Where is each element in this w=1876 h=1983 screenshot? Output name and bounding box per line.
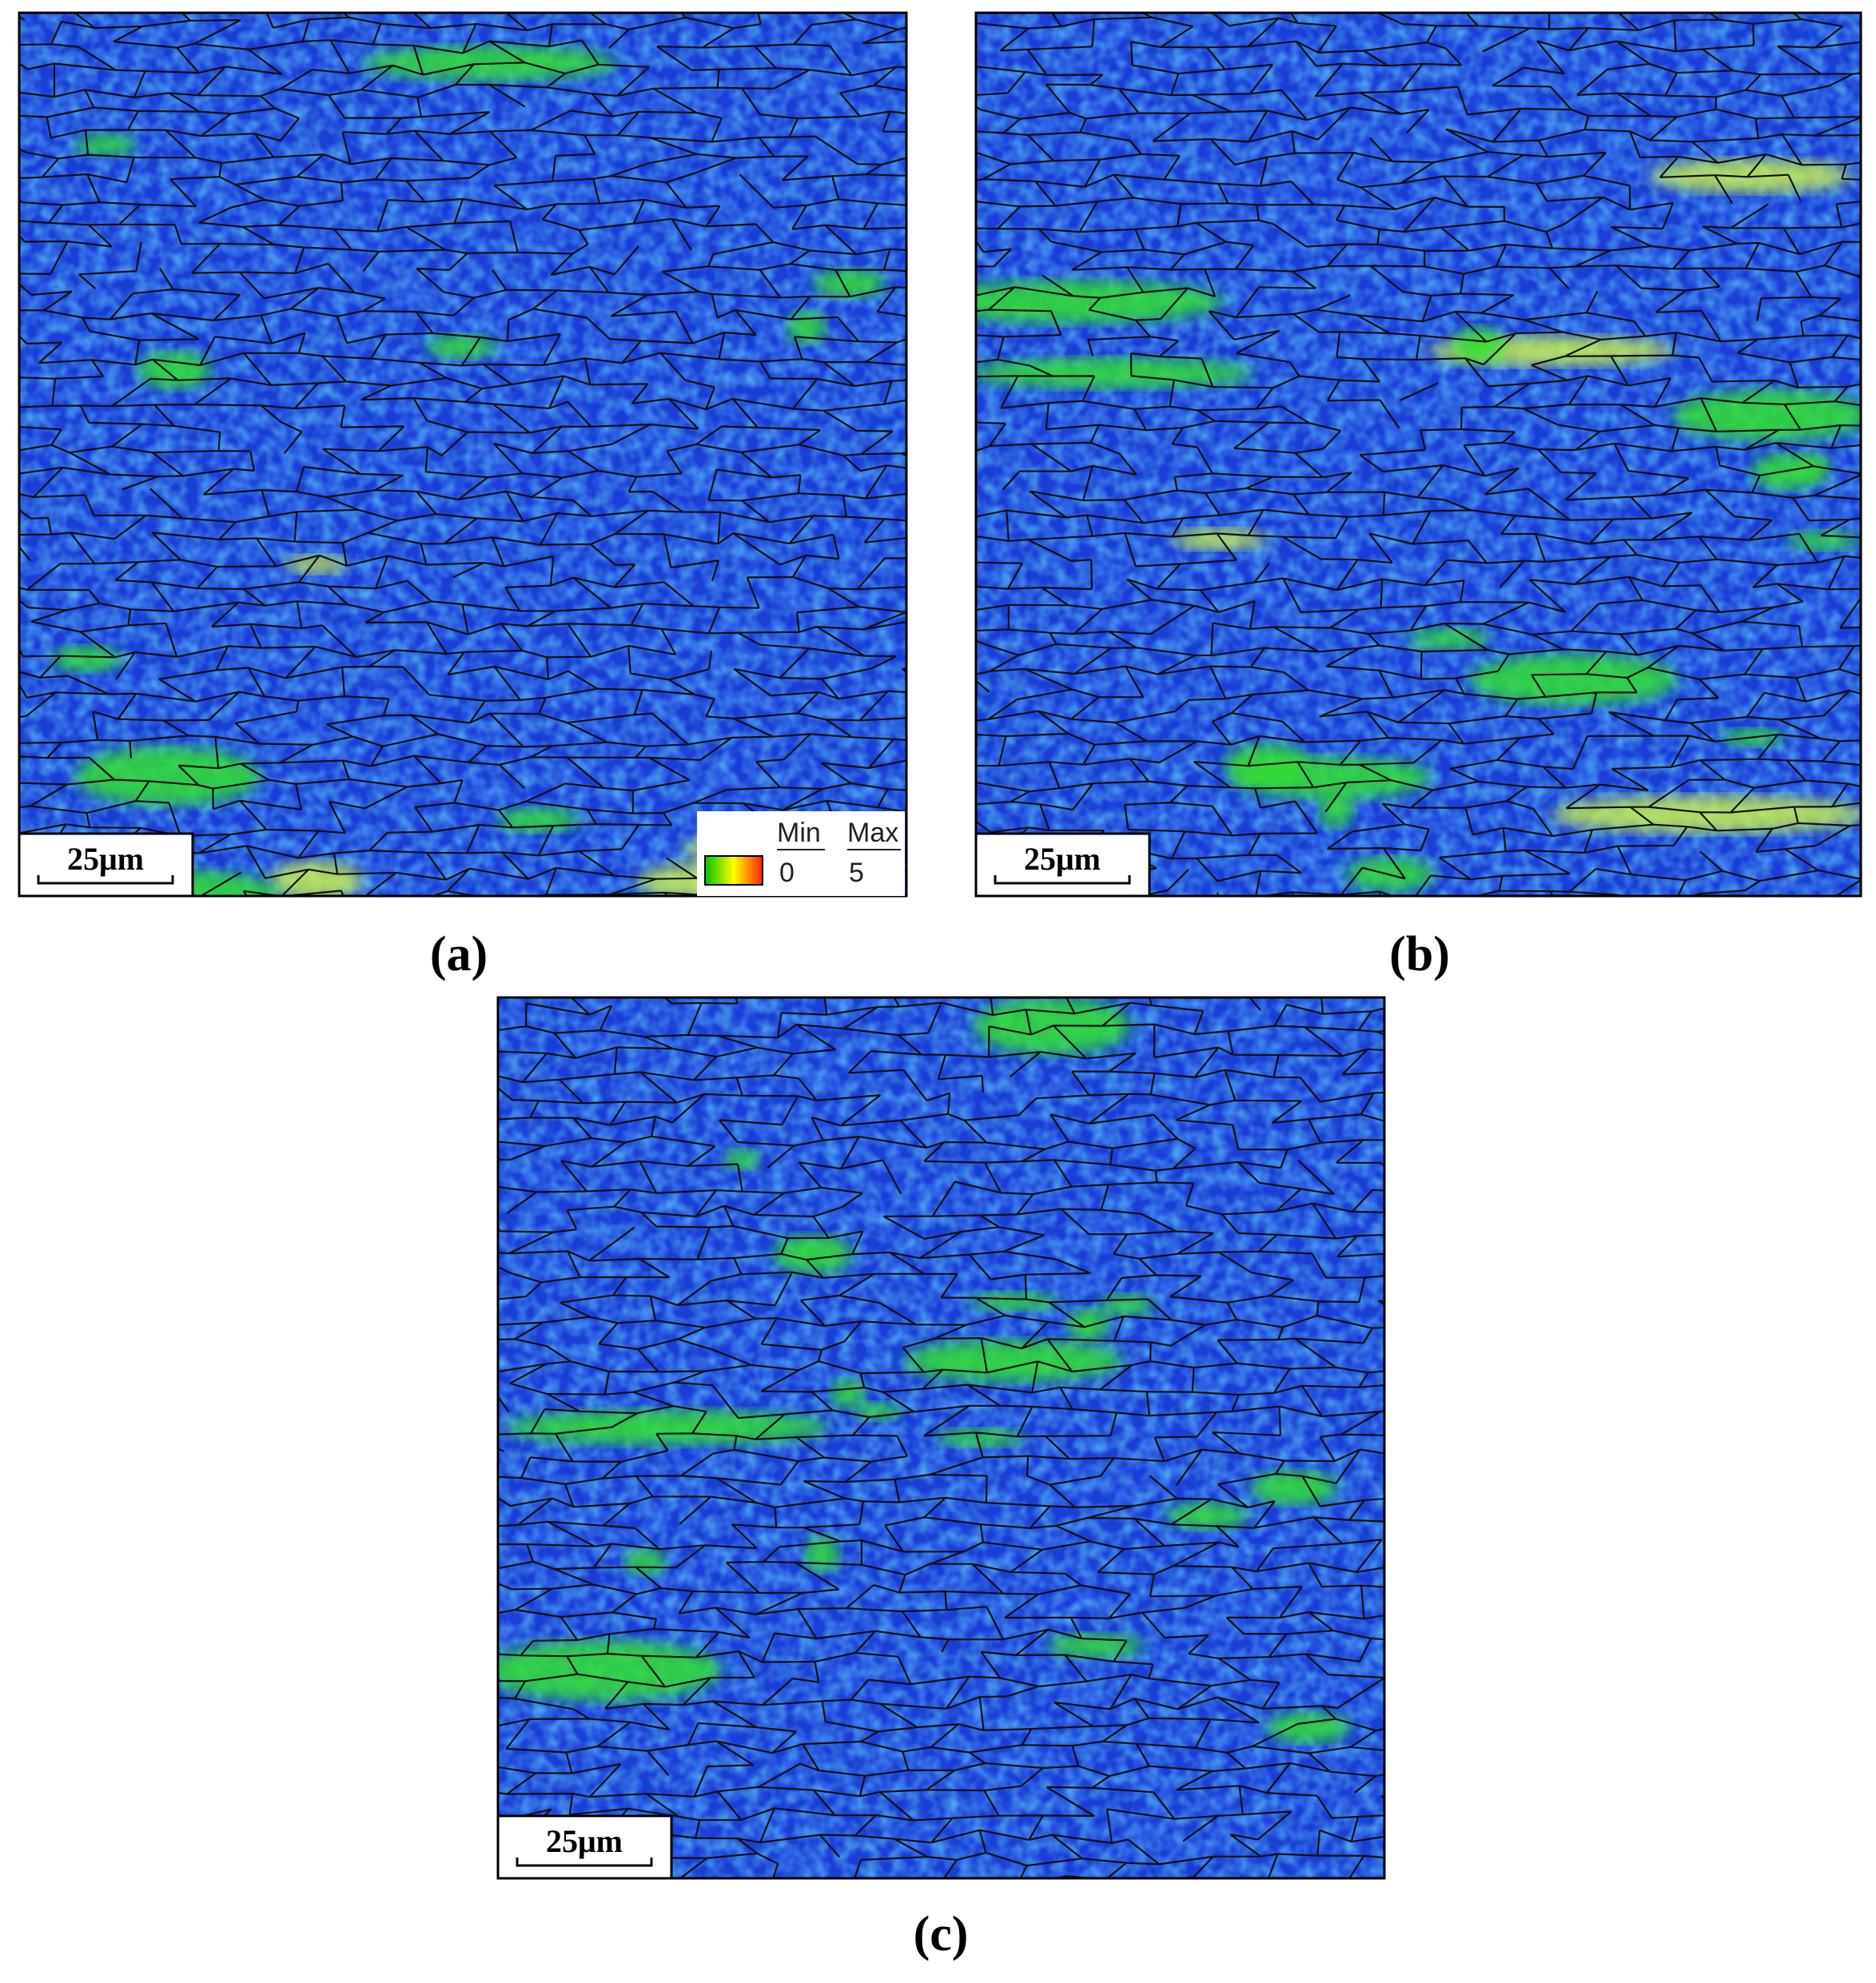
scale-bar xyxy=(516,1858,653,1867)
high-misorientation-region xyxy=(1067,1308,1110,1341)
high-misorientation-region xyxy=(813,269,886,298)
high-misorientation-region xyxy=(505,1410,829,1445)
scale-bar-box xyxy=(496,1814,673,1880)
panel-label: (a) xyxy=(430,927,488,982)
legend-min: 0 xyxy=(779,858,795,888)
high-misorientation-region xyxy=(75,747,260,806)
high-misorientation-region xyxy=(854,1402,902,1421)
high-misorientation-region xyxy=(496,808,580,833)
scale-bar-label: 25μm xyxy=(67,841,144,877)
kam-map xyxy=(498,997,1384,1878)
grain-boundaries xyxy=(976,13,1861,896)
high-misorientation-region xyxy=(426,334,497,359)
high-misorientation-region xyxy=(137,351,211,389)
high-misorientation-region xyxy=(976,280,1225,324)
map-border xyxy=(496,996,1386,1880)
high-misorientation-region xyxy=(774,1235,853,1274)
high-misorientation-region xyxy=(976,357,1253,389)
legend-min-label: Min xyxy=(777,818,821,848)
high-misorientation-region xyxy=(724,1149,761,1170)
scale-bar-box xyxy=(974,832,1151,898)
high-misorientation-region xyxy=(52,646,122,672)
high-misorientation-region xyxy=(624,1549,667,1575)
panel-label: (c) xyxy=(914,1907,969,1961)
legend-gradient xyxy=(704,855,763,886)
map-texture xyxy=(976,13,1861,896)
map-border xyxy=(974,11,1862,898)
high-misorientation-region xyxy=(1550,795,1861,834)
high-misorientation-region xyxy=(1166,1503,1249,1530)
high-misorientation-region xyxy=(938,1428,1024,1447)
high-misorientation-region xyxy=(1408,628,1491,650)
high-misorientation-region xyxy=(904,1340,1123,1383)
scale-bar xyxy=(37,875,174,885)
high-misorientation-region xyxy=(1318,792,1354,827)
panel-label: (b) xyxy=(1389,927,1450,982)
high-misorientation-region xyxy=(1172,528,1267,550)
legend-max: 5 xyxy=(849,858,864,888)
map-border xyxy=(18,11,908,898)
high-misorientation-region xyxy=(1453,326,1505,364)
grain-boundaries xyxy=(19,13,906,896)
high-misorientation-region xyxy=(1787,531,1860,551)
high-misorientation-region xyxy=(76,133,136,156)
scale-bar xyxy=(994,875,1131,885)
scale-bar-box xyxy=(18,832,194,898)
high-misorientation-region xyxy=(970,1292,1059,1312)
high-misorientation-region xyxy=(269,861,363,896)
high-misorientation-region xyxy=(830,1379,866,1408)
kam-map xyxy=(976,13,1861,896)
high-misorientation-region xyxy=(1047,1633,1144,1658)
legend-max-label: Max xyxy=(847,818,898,848)
kam-map xyxy=(19,13,906,896)
scale-bar-label: 25μm xyxy=(546,1823,623,1859)
grain-boundaries xyxy=(498,997,1384,1878)
scale-bar-label: 25μm xyxy=(1024,841,1101,877)
high-misorientation-region xyxy=(1267,1712,1350,1743)
